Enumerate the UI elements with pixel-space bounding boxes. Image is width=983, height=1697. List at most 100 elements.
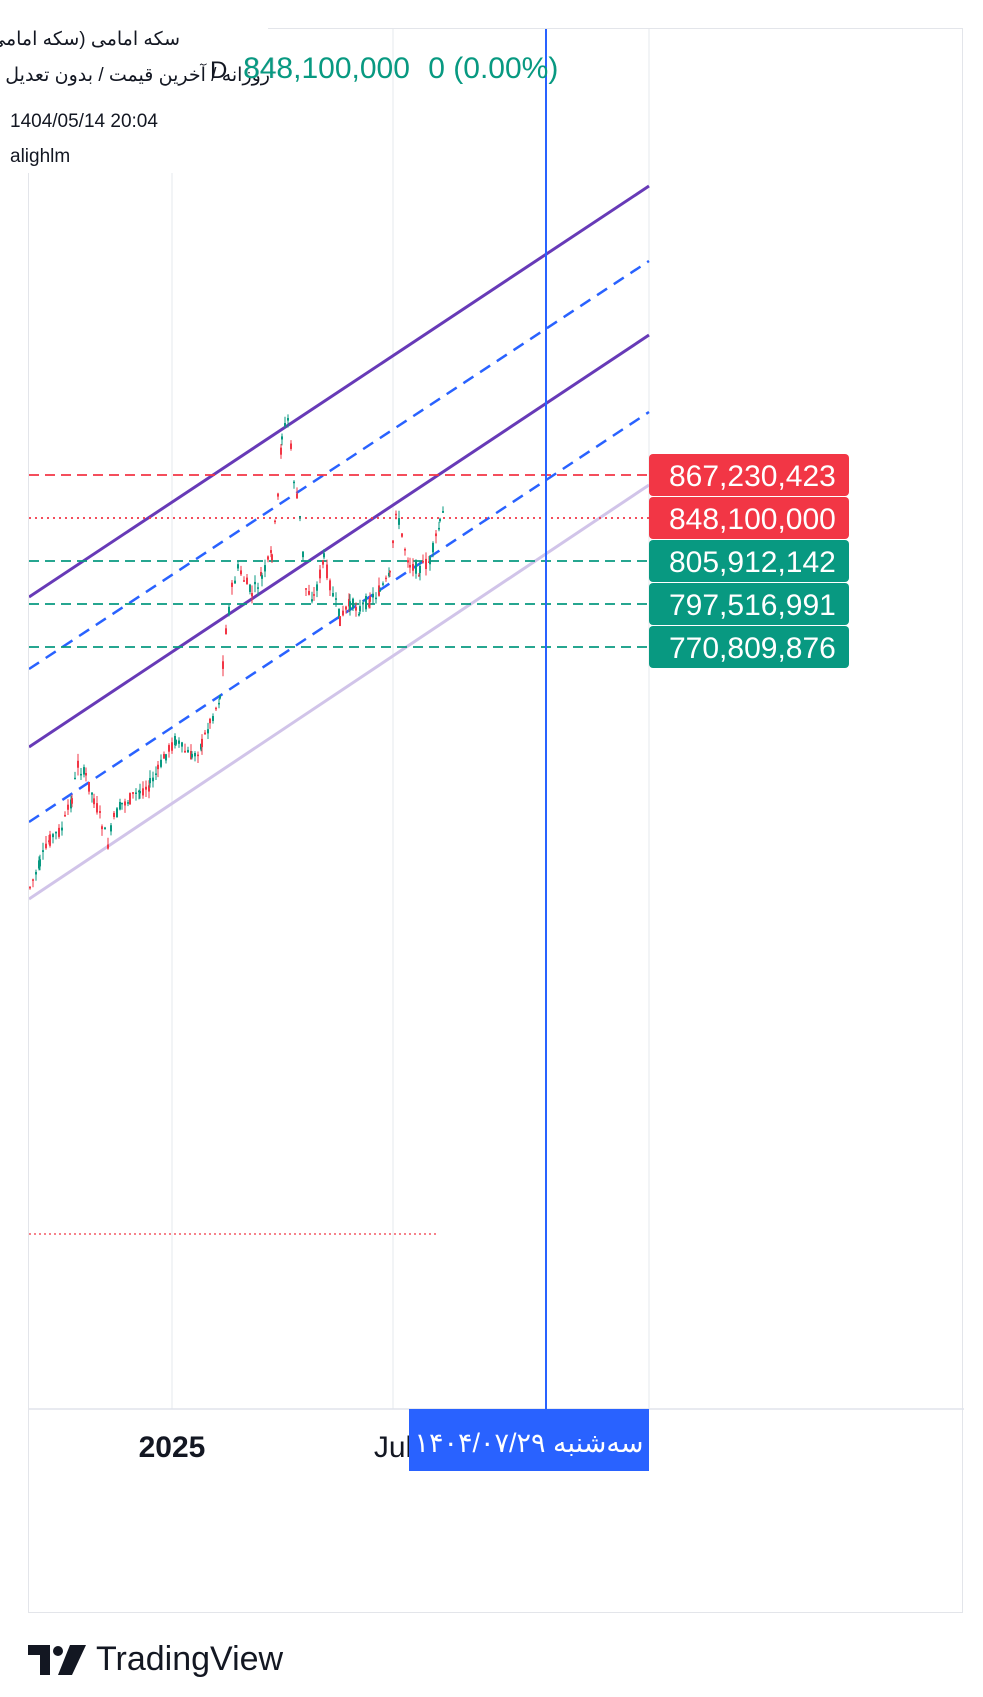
legend-interval: D xyxy=(210,57,228,84)
candle-body xyxy=(359,606,361,612)
price-label-box xyxy=(649,540,849,582)
candle-body xyxy=(302,551,304,558)
candle-body xyxy=(284,423,286,427)
candle-body xyxy=(438,527,440,530)
candle-body xyxy=(127,802,129,804)
channel-middle-line xyxy=(28,333,650,749)
candle-body xyxy=(42,850,44,852)
candle-body xyxy=(375,597,377,600)
candle-body xyxy=(382,583,384,585)
candle-body xyxy=(29,886,31,889)
candle-body xyxy=(392,540,394,544)
candle-body xyxy=(163,754,165,759)
price-chart[interactable]: 2,000,000,0001,600,000,0001,300,000,0001… xyxy=(28,29,964,1614)
candle-body xyxy=(270,550,272,553)
candle-body xyxy=(299,515,301,518)
price-label-box xyxy=(649,626,849,668)
price-label-text: 805,912,142 xyxy=(669,546,836,579)
candle-body xyxy=(204,732,206,735)
candle-body xyxy=(88,781,90,792)
candle-body xyxy=(251,593,253,597)
candle-body xyxy=(345,606,347,610)
x-tick-label: 2025 xyxy=(139,1431,206,1464)
candle-body xyxy=(160,759,162,767)
candle-body xyxy=(152,777,154,782)
candle-body xyxy=(99,811,101,813)
candle-body xyxy=(231,582,233,587)
candle-body xyxy=(407,560,409,563)
candle-body xyxy=(96,803,98,813)
candle-body xyxy=(201,738,203,748)
candle-body xyxy=(311,599,313,602)
candles xyxy=(29,414,444,890)
candle-body xyxy=(326,564,328,579)
candle-body xyxy=(225,628,227,635)
time-axis[interactable]: 2025 Jul سه‌شنبه ۱۴۰۴/۰۷/۲۹ xyxy=(139,1409,649,1471)
candle-body xyxy=(439,518,441,522)
candle-body xyxy=(168,745,170,752)
channel-upper-mid-line xyxy=(28,259,650,671)
candle-body xyxy=(316,584,318,591)
candle-body xyxy=(219,695,221,699)
candle-body xyxy=(425,558,427,570)
candle-body xyxy=(113,812,115,817)
tradingview-brand[interactable]: TradingView xyxy=(28,1640,283,1679)
candle-body xyxy=(83,767,85,775)
candle-body xyxy=(52,834,54,838)
candle-body xyxy=(116,808,118,818)
candle-body xyxy=(107,844,109,849)
candle-body xyxy=(342,610,344,616)
channel-lower-line xyxy=(28,483,650,901)
candle-body xyxy=(355,607,357,611)
candle-body xyxy=(145,786,147,790)
candle-body xyxy=(129,793,131,805)
parallel-channel[interactable] xyxy=(28,184,650,901)
candle-body xyxy=(67,804,69,810)
candle-body xyxy=(155,773,157,775)
candle-body xyxy=(139,790,141,794)
tradingview-logo-icon xyxy=(28,1644,86,1675)
candle-body xyxy=(175,739,177,745)
legend-last-price: 848,100,000 xyxy=(243,52,410,85)
channel-upper-line xyxy=(28,184,650,599)
candle-body xyxy=(264,565,266,572)
candle-body xyxy=(429,556,431,565)
candle-body xyxy=(352,598,354,609)
candle-body xyxy=(293,481,295,484)
candle-body xyxy=(274,520,276,523)
candle-body xyxy=(358,614,360,616)
candle-body xyxy=(178,740,180,744)
candle-body xyxy=(419,565,421,574)
crosshair-date-label: سه‌شنبه ۱۴۰۴/۰۷/۲۹ xyxy=(414,1428,643,1458)
candle-body xyxy=(101,826,103,830)
candle-body xyxy=(335,598,337,600)
candle-body xyxy=(70,799,72,809)
price-label-text: 797,516,991 xyxy=(669,589,836,622)
candle-body xyxy=(181,742,183,747)
candle-body xyxy=(191,753,193,758)
candle-body xyxy=(93,798,95,805)
candle-body xyxy=(308,591,310,595)
candle-body xyxy=(58,827,60,837)
candle-body xyxy=(85,773,87,776)
candle-body xyxy=(277,493,279,497)
candle-body xyxy=(412,564,414,571)
candle-body xyxy=(55,831,57,834)
candle-body xyxy=(124,801,126,806)
candle-body xyxy=(234,580,236,584)
chart-frame[interactable]: 2,000,000,0001,600,000,0001,300,000,0001… xyxy=(28,28,964,1614)
candle-body xyxy=(39,859,41,867)
candle-body xyxy=(290,443,292,449)
candle-body xyxy=(243,580,245,582)
candle-body xyxy=(249,584,251,592)
candle-body xyxy=(110,825,112,832)
candle-body xyxy=(349,601,351,611)
candle-body xyxy=(339,616,341,626)
candle-body xyxy=(332,593,334,597)
candle-body xyxy=(305,588,307,590)
candle-body xyxy=(313,594,315,596)
candle-body xyxy=(395,513,397,516)
candle-body xyxy=(165,754,167,761)
candle-body xyxy=(157,764,159,770)
legend-symbol: سکه امامی (سکه امامی) xyxy=(0,29,180,50)
